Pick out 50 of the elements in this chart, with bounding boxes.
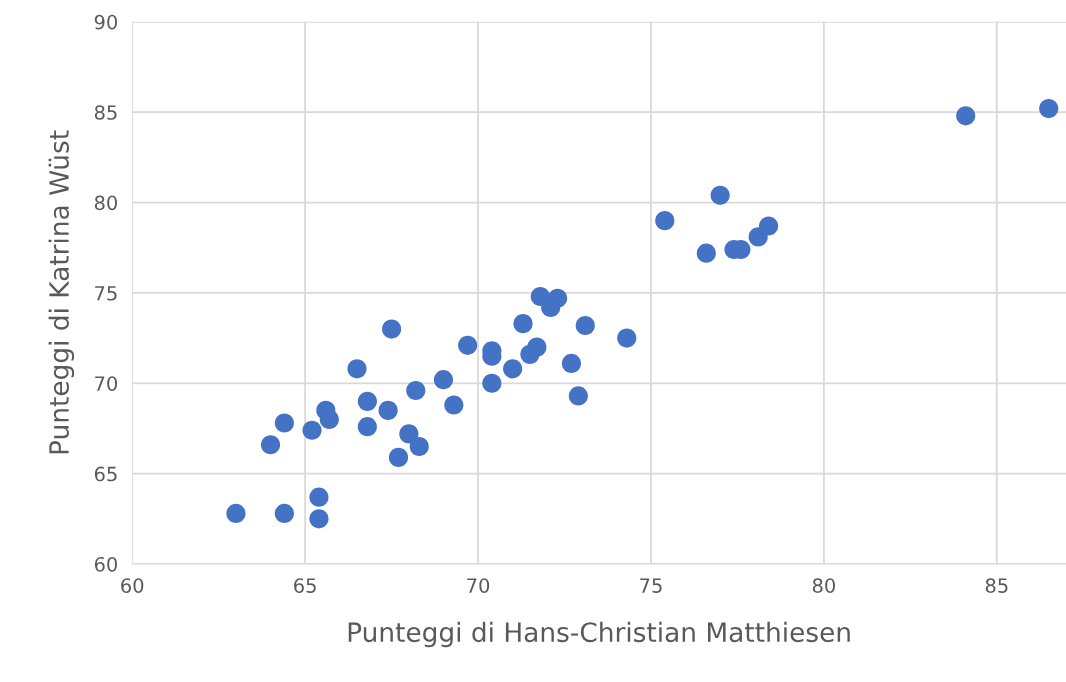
point: [357, 391, 377, 411]
point: [617, 328, 637, 348]
point: [388, 447, 409, 467]
x-tick-label: 80: [812, 578, 835, 593]
point: [548, 288, 568, 308]
point: [260, 435, 281, 455]
x-tick-label: 65: [294, 578, 316, 593]
point: [378, 400, 398, 420]
point: [482, 373, 502, 393]
point: [309, 487, 329, 507]
point: [274, 503, 294, 523]
point: [513, 314, 533, 334]
point: [433, 370, 454, 390]
point: [527, 337, 547, 357]
y-tick-label: 70: [95, 376, 117, 391]
y-tick-label: 75: [95, 286, 117, 301]
point: [956, 106, 976, 126]
point: [458, 335, 478, 355]
point: [226, 503, 246, 523]
point: [406, 380, 426, 401]
x-tick-label: 70: [467, 578, 490, 593]
x-axis-title: Punteggi di Hans-Christian Matthiesen: [348, 621, 850, 648]
point: [575, 315, 595, 336]
point: [655, 211, 675, 231]
point: [357, 417, 377, 437]
x-tick-label: 60: [121, 578, 144, 593]
y-axis-title: Punteggi di Katrina Wüst: [48, 130, 75, 454]
point: [309, 509, 329, 529]
point: [274, 413, 294, 433]
point: [302, 420, 322, 440]
point: [319, 409, 339, 429]
point: [696, 243, 716, 263]
x-tick-label: 85: [985, 578, 1008, 593]
point: [399, 424, 419, 444]
point: [561, 353, 581, 373]
point: [710, 185, 730, 205]
y-tick-label: 90: [94, 14, 117, 30]
point: [568, 386, 588, 406]
y-tick-label: 85: [94, 105, 117, 120]
x-tick-label: 75: [640, 578, 662, 593]
point: [347, 359, 367, 379]
point: [444, 395, 464, 415]
point: [1039, 99, 1059, 119]
y-tick-label: 80: [94, 195, 117, 211]
point: [409, 436, 429, 457]
point: [382, 319, 402, 339]
point: [503, 359, 523, 379]
y-tick-label: 65: [94, 466, 117, 482]
point: [758, 216, 779, 236]
y-tick-label: 60: [94, 556, 117, 572]
